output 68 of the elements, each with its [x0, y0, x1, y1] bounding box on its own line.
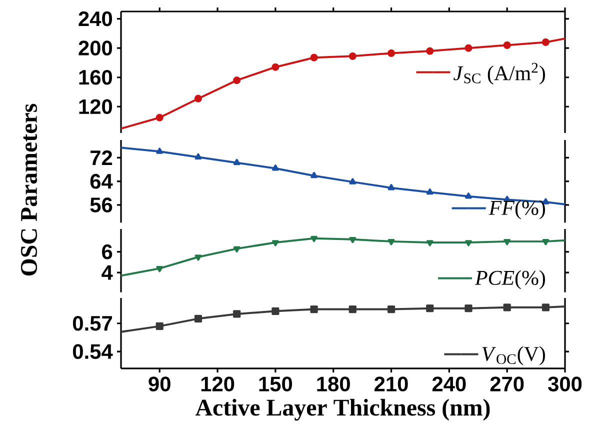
y-axis-title: OSC Parameters — [20, 104, 38, 276]
point — [194, 153, 202, 160]
point — [542, 239, 550, 246]
point — [388, 184, 395, 190]
y-tick-label: 56 — [90, 198, 112, 212]
point — [349, 178, 356, 184]
point — [387, 305, 396, 314]
y-tick-label: 0.54 — [73, 344, 113, 359]
point — [272, 63, 280, 71]
point — [310, 172, 318, 178]
point — [503, 41, 511, 49]
point — [426, 304, 434, 312]
point — [349, 236, 356, 244]
point — [233, 310, 241, 318]
x-tick-label: 180 — [317, 376, 350, 392]
point — [156, 148, 164, 154]
point — [194, 254, 202, 261]
point — [348, 305, 356, 314]
x-tick-label: 90 — [148, 376, 170, 392]
point — [464, 44, 472, 52]
legend-label: FF(%) — [488, 200, 545, 220]
point — [156, 114, 164, 122]
point — [542, 38, 550, 46]
point — [156, 322, 164, 330]
point — [233, 76, 241, 84]
line-series — [120, 38, 566, 130]
y-tick-label: 6 — [102, 244, 112, 260]
point — [233, 158, 240, 166]
x-tick-label: 300 — [548, 376, 582, 392]
point — [233, 246, 240, 252]
x-tick-label: 240 — [432, 376, 466, 392]
x-tick-label: 210 — [374, 376, 408, 392]
point — [272, 240, 279, 246]
point — [272, 307, 280, 315]
point — [542, 304, 550, 312]
x-tick-label: 120 — [201, 376, 234, 392]
y-tick-label: 64 — [90, 174, 113, 189]
y-tick-label: 160 — [79, 70, 112, 85]
point — [465, 192, 472, 199]
x-tick-label: 270 — [490, 376, 524, 392]
y-tick-label: 120 — [79, 99, 112, 114]
point — [464, 304, 472, 312]
y-tick-label: 72 — [90, 150, 112, 166]
point — [465, 240, 472, 246]
point — [426, 47, 434, 55]
point — [310, 236, 318, 242]
point — [504, 239, 511, 246]
point — [503, 304, 511, 312]
point — [272, 164, 279, 171]
point — [388, 239, 395, 246]
point — [194, 314, 202, 322]
point — [348, 52, 356, 60]
y-tick-label: 0.57 — [73, 316, 112, 331]
y-tick-label: 240 — [78, 11, 112, 26]
point — [194, 94, 202, 102]
point — [310, 305, 318, 314]
point — [426, 240, 434, 246]
x-tick-label: 150 — [259, 376, 292, 392]
point — [310, 54, 318, 62]
x-axis-title: Active Layer Thickness (nm) — [195, 398, 490, 421]
point — [426, 188, 434, 195]
point — [387, 49, 396, 58]
y-tick-label: 200 — [78, 40, 112, 56]
y-tick-label: 4 — [102, 265, 113, 280]
legend-label: PCE(%) — [474, 270, 545, 290]
legend-label: V$_{OC}$(V) — [482, 346, 545, 366]
legend-label: J$_{SC}$ (A/m$^{2}$) — [454, 62, 545, 85]
point — [156, 266, 164, 272]
